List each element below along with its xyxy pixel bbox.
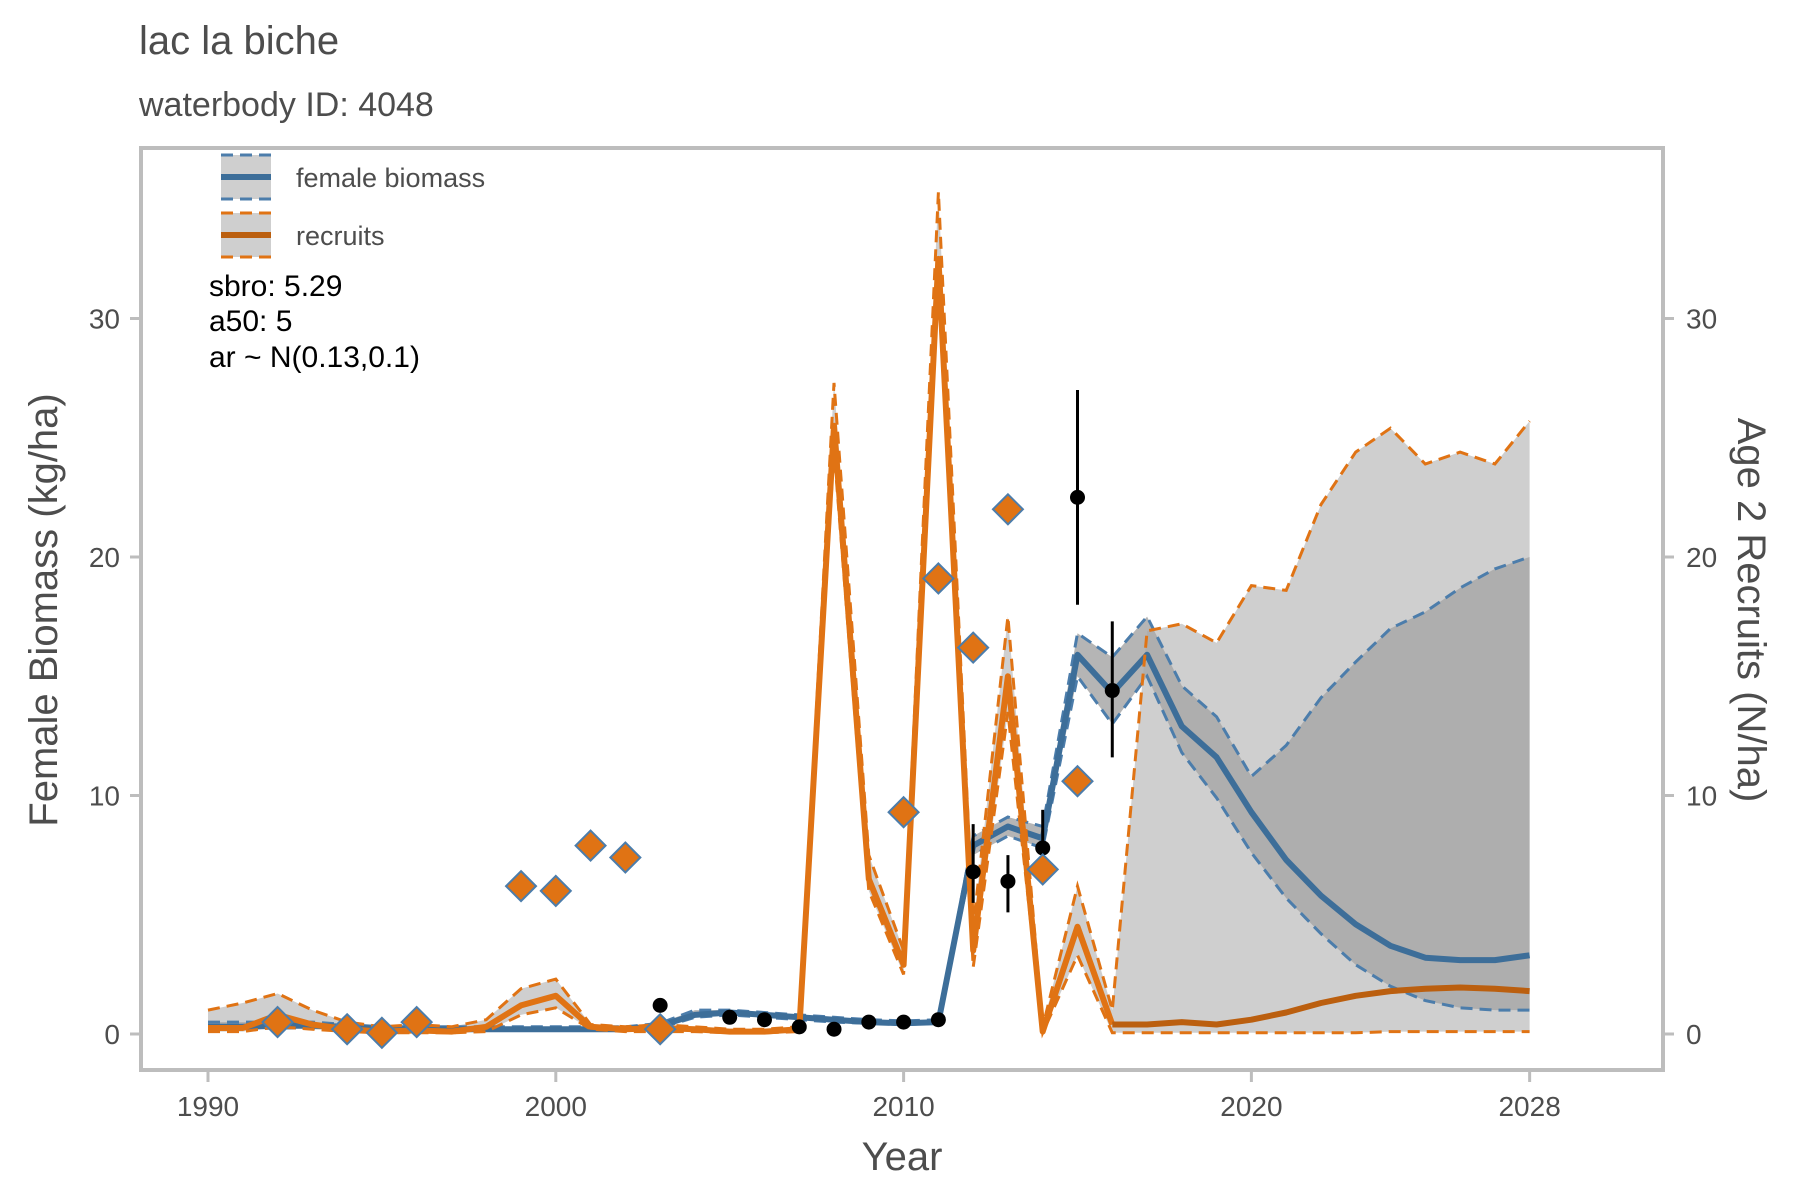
chart-subtitle: waterbody ID: 4048 bbox=[138, 86, 434, 124]
observed-biomass-point bbox=[1035, 840, 1051, 856]
y-tick-label: 10 bbox=[89, 781, 120, 812]
observed-recruits-point bbox=[643, 1012, 677, 1046]
observed-biomass-point bbox=[791, 1019, 807, 1035]
observed-biomass-point bbox=[1070, 489, 1085, 505]
observed-recruits-point bbox=[574, 829, 607, 862]
x-tick-label: 2020 bbox=[1220, 1091, 1282, 1122]
ribbon-layer bbox=[208, 192, 1530, 1033]
observed-recruits-point bbox=[956, 631, 990, 665]
observed-recruits-point bbox=[1026, 853, 1060, 886]
observed-biomass-point bbox=[965, 864, 981, 880]
observed-biomass-point bbox=[652, 997, 668, 1013]
y2-axis-label: Age 2 Recruits (N/ha) bbox=[1729, 418, 1773, 803]
legend-key-recruits bbox=[221, 211, 271, 259]
annotation-a50: a50: 5 bbox=[209, 305, 292, 338]
legend-key-female-biomass bbox=[221, 153, 271, 201]
observed-biomass-point bbox=[722, 1009, 738, 1025]
observed-biomass-point bbox=[826, 1021, 842, 1037]
x-tick-label: 2000 bbox=[525, 1091, 587, 1122]
annotation-ar-prior: ar ~ N(0.13,0.1) bbox=[209, 341, 420, 374]
observed-biomass-point bbox=[1000, 873, 1016, 889]
observed-biomass-point bbox=[1104, 683, 1120, 699]
legend: female biomass recruits bbox=[221, 153, 485, 259]
y-tick-label: 30 bbox=[89, 304, 120, 335]
observed-biomass-point bbox=[756, 1012, 772, 1028]
observed-recruits-point bbox=[887, 795, 921, 829]
annotation-sbro: sbro: 5.29 bbox=[209, 270, 342, 303]
x-tick-label: 2028 bbox=[1498, 1091, 1560, 1122]
observed-biomass-point bbox=[930, 1012, 946, 1028]
biomass-credible-band bbox=[208, 557, 1530, 1031]
y-tick-label: 20 bbox=[89, 542, 120, 573]
observed-recruits-point bbox=[991, 492, 1025, 526]
observed-recruits-point bbox=[330, 1012, 364, 1046]
y2-tick-label: 30 bbox=[1686, 304, 1717, 335]
y2-tick-label: 20 bbox=[1686, 542, 1717, 573]
legend-label-recruits: recruits bbox=[296, 221, 385, 251]
x-tick-label: 2010 bbox=[872, 1091, 934, 1122]
x-axis-label: Year bbox=[862, 1135, 943, 1179]
y-axis-left: 0 10 20 30 bbox=[89, 304, 139, 1050]
y-axis-label: Female Biomass (kg/ha) bbox=[22, 393, 66, 826]
chart-title: lac la biche bbox=[139, 19, 339, 63]
observed-recruits-point bbox=[365, 1016, 399, 1050]
y2-tick-label: 0 bbox=[1686, 1019, 1702, 1050]
x-axis: 1990 2000 2010 2020 2028 bbox=[177, 1072, 1561, 1122]
y-tick-label: 0 bbox=[104, 1019, 120, 1050]
recruits-projection-line bbox=[1112, 984, 1530, 1028]
legend-label-female-biomass: female biomass bbox=[296, 163, 485, 193]
recruits-credible-band bbox=[208, 192, 1530, 1033]
y-axis-right: 0 10 20 30 bbox=[1665, 304, 1717, 1050]
point-layer bbox=[261, 390, 1120, 1050]
observed-recruits-point bbox=[1061, 764, 1094, 798]
observed-recruits-point bbox=[608, 841, 642, 874]
observed-biomass-point bbox=[896, 1014, 912, 1030]
y2-tick-label: 10 bbox=[1686, 781, 1717, 812]
observed-recruits-point bbox=[504, 869, 538, 903]
observed-biomass-point bbox=[861, 1014, 877, 1030]
x-tick-label: 1990 bbox=[177, 1091, 239, 1122]
observed-recruits-point bbox=[921, 562, 955, 595]
observed-recruits-point bbox=[539, 874, 573, 908]
observed-recruits-point bbox=[261, 1005, 294, 1039]
observed-recruits-point bbox=[400, 1005, 434, 1039]
